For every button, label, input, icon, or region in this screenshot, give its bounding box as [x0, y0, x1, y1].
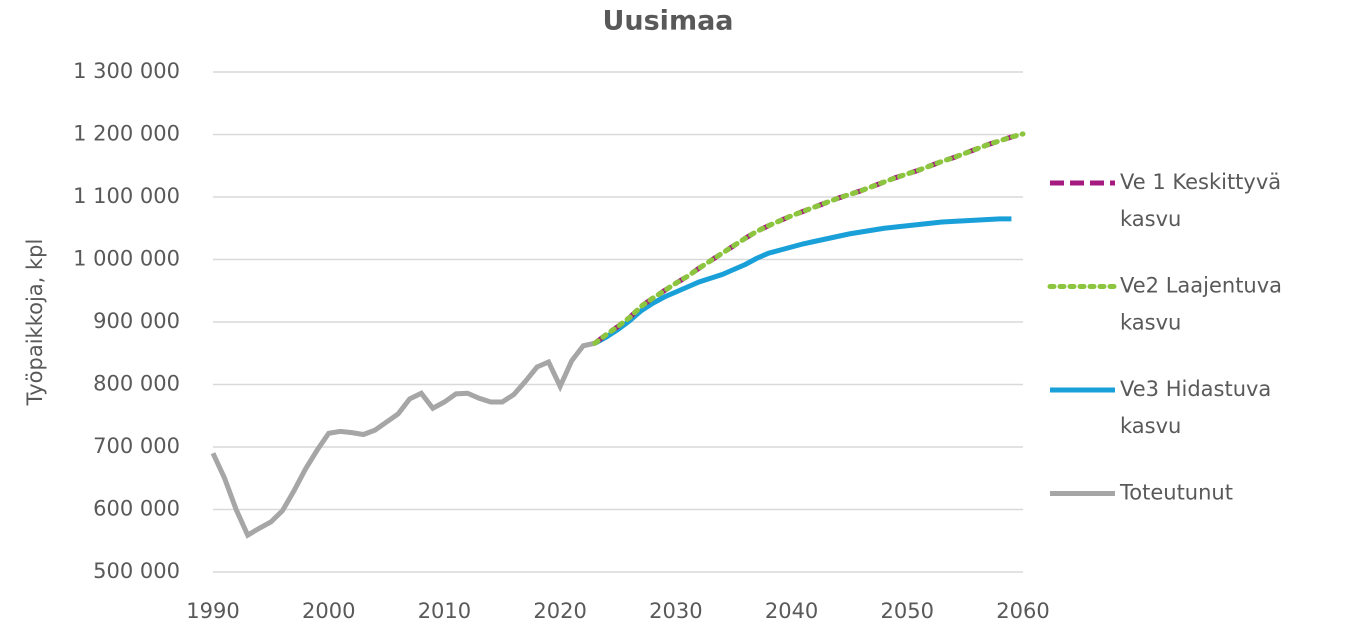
- x-tick-label: 1990: [186, 599, 239, 623]
- series-line: [593, 131, 1024, 346]
- y-tick-label: 1 300 000: [73, 59, 180, 83]
- y-tick-label: 900 000: [93, 309, 180, 333]
- y-tick-label: 1 100 000: [73, 184, 180, 208]
- chart-title: Uusimaa: [602, 6, 733, 37]
- series-line: [593, 216, 1012, 346]
- legend-label: Toteutunut: [1119, 481, 1233, 505]
- y-tick-label: 1 200 000: [73, 122, 180, 146]
- x-tick-label: 2020: [533, 599, 586, 623]
- y-tick-label: 700 000: [93, 434, 180, 458]
- series-line: [210, 340, 596, 539]
- x-tick-label: 2050: [881, 599, 934, 623]
- y-axis-label: Työpaikkoja, kpl: [23, 239, 47, 407]
- x-tick-label: 2060: [996, 599, 1049, 623]
- x-tick-label: 2040: [765, 599, 818, 623]
- y-tick-label: 500 000: [93, 559, 180, 583]
- legend-label: Ve2 Laajentuva kasvu: [1120, 274, 1282, 335]
- series-line: [592, 131, 1026, 346]
- x-tick-label: 2010: [418, 599, 471, 623]
- y-tick-label: 600 000: [93, 497, 180, 521]
- y-tick-label: 1 000 000: [73, 247, 180, 271]
- x-tick-label: 2030: [649, 599, 702, 623]
- legend-label: Ve 1 Keskittyvä kasvu: [1120, 170, 1281, 231]
- y-tick-label: 800 000: [93, 372, 180, 396]
- legend-label: Ve3 Hidastuva kasvu: [1120, 377, 1271, 438]
- x-tick-label: 2000: [302, 599, 355, 623]
